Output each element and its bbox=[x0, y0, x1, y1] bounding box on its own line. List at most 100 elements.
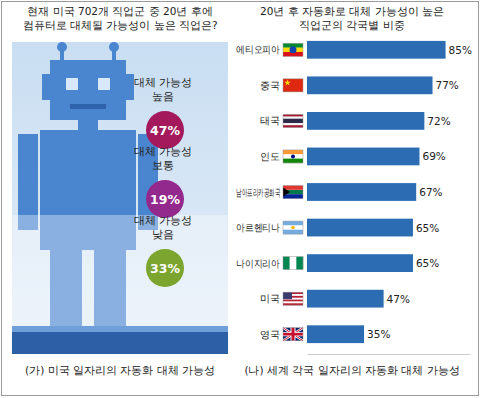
flag-border bbox=[283, 328, 303, 341]
category-label-line: 대체 가능성 bbox=[134, 145, 192, 157]
flag-border bbox=[283, 257, 303, 270]
value-circle bbox=[146, 111, 184, 149]
bar bbox=[307, 112, 424, 130]
chart-title-line: 20년 후 자동화로 대체 가능성이 높은 bbox=[260, 5, 444, 17]
bar bbox=[307, 290, 384, 308]
category-label: 나이지리아 bbox=[236, 258, 280, 269]
x-axis-line bbox=[308, 354, 471, 355]
category-label: 대체 가능성보통 bbox=[134, 145, 192, 171]
flag-part bbox=[283, 301, 303, 303]
category-label-line: 보통 bbox=[152, 159, 174, 171]
frame bbox=[2, 2, 479, 396]
category-label: 대체 가능성낮음 bbox=[134, 214, 192, 240]
category-label: 인도 bbox=[260, 151, 280, 162]
value-circle bbox=[146, 180, 184, 218]
flag-border bbox=[283, 114, 303, 127]
category-label: 태국 bbox=[260, 115, 280, 126]
category-label: 대체 가능성높음 bbox=[134, 76, 192, 102]
category-label-line: 대체 가능성 bbox=[134, 76, 192, 88]
flag-part bbox=[283, 114, 303, 116]
category-label: 에티오피아 bbox=[236, 44, 280, 55]
data-label: 47% bbox=[387, 293, 410, 305]
bar bbox=[307, 76, 433, 94]
data-label: 65% bbox=[416, 257, 439, 269]
data-label: 77% bbox=[436, 79, 459, 91]
value-circle bbox=[146, 249, 184, 287]
robot-eye bbox=[66, 78, 78, 90]
robot-ear bbox=[126, 74, 134, 100]
flag-part bbox=[283, 221, 303, 226]
flag-part bbox=[283, 257, 290, 270]
panel-background bbox=[12, 42, 228, 354]
flag-part bbox=[283, 154, 303, 159]
flag-part bbox=[283, 150, 303, 155]
flag-part bbox=[283, 292, 292, 299]
flag bbox=[283, 150, 303, 163]
category-label-line: 낮음 bbox=[152, 228, 174, 240]
robot-neck bbox=[78, 120, 98, 130]
data-label: 47% bbox=[150, 123, 180, 138]
robot-antenna-tip bbox=[57, 42, 67, 52]
chart-title-line: 컴퓨터로 대체될 가능성이 높은 직업은? bbox=[23, 19, 218, 31]
category-label: 아르헨티나 bbox=[236, 222, 280, 233]
category-label: 남아프리카공화국 bbox=[236, 187, 280, 198]
platform-top bbox=[12, 326, 228, 332]
flag-part bbox=[284, 80, 290, 86]
flag-part bbox=[283, 194, 303, 199]
flag-part bbox=[283, 189, 303, 196]
chart-title-line: 직업군의 각국별 비중 bbox=[299, 19, 405, 31]
flag-border bbox=[283, 186, 303, 199]
flag-part bbox=[283, 328, 303, 341]
flag-border bbox=[283, 43, 303, 56]
robot-mouth bbox=[70, 104, 106, 109]
flag-part bbox=[283, 159, 303, 164]
category-label-line: 높음 bbox=[152, 90, 174, 102]
chart-title: 현재 미국 702개 직업군 중 20년 후에컴퓨터로 대체될 가능성이 높은 … bbox=[23, 5, 218, 31]
circle-marks bbox=[146, 111, 184, 287]
caption-line: (가) 미국 일자리의 자동화 대체 가능성 bbox=[25, 364, 215, 376]
data-label: 85% bbox=[449, 44, 472, 56]
left-panel: 현재 미국 702개 직업군 중 20년 후에컴퓨터로 대체될 가능성이 높은 … bbox=[12, 5, 228, 376]
lower-haze bbox=[12, 215, 228, 330]
flag-part bbox=[283, 328, 303, 341]
flag-part bbox=[283, 300, 303, 302]
bar bbox=[307, 219, 413, 237]
chart-title-line: 현재 미국 702개 직업군 중 20년 후에 bbox=[27, 5, 212, 17]
flag bbox=[283, 79, 303, 92]
flag bbox=[283, 114, 303, 127]
flag bbox=[283, 43, 303, 56]
category-label: 미국 bbox=[260, 293, 280, 304]
flag bbox=[283, 328, 303, 341]
chart-title: 20년 후 자동화로 대체 가능성이 높은직업군의 각국별 비중 bbox=[260, 5, 444, 31]
category-label: 중국 bbox=[260, 80, 280, 91]
flag bbox=[283, 221, 303, 234]
x-axis bbox=[308, 354, 471, 355]
platform bbox=[12, 332, 228, 354]
data-label: 67% bbox=[419, 186, 442, 198]
flag-border bbox=[283, 221, 303, 234]
flag-part bbox=[283, 333, 303, 336]
data-label: 72% bbox=[427, 115, 450, 127]
caption: (나) 세계 각국 일자리의 자동화 대체 가능성 bbox=[244, 364, 459, 376]
data-label: 69% bbox=[422, 150, 445, 162]
flag-border bbox=[283, 292, 303, 305]
chart-svg: 현재 미국 702개 직업군 중 20년 후에컴퓨터로 대체될 가능성이 높은 … bbox=[0, 0, 481, 398]
flag-part bbox=[291, 226, 295, 230]
flag-part bbox=[283, 119, 303, 121]
data-label: 33% bbox=[150, 261, 180, 276]
data-label: 65% bbox=[416, 222, 439, 234]
flag-part bbox=[283, 225, 303, 230]
flag bbox=[283, 186, 303, 199]
data-label: 35% bbox=[367, 328, 390, 340]
flag-part bbox=[283, 123, 303, 125]
flag-part bbox=[283, 117, 303, 119]
flag-part bbox=[290, 46, 297, 53]
flag-part bbox=[291, 154, 295, 158]
bars bbox=[307, 41, 446, 343]
flag-border bbox=[283, 150, 303, 163]
robot-head bbox=[50, 60, 126, 120]
bar bbox=[307, 183, 416, 201]
flag-part bbox=[283, 121, 303, 123]
data-label: 19% bbox=[150, 192, 180, 207]
bar bbox=[307, 148, 419, 166]
